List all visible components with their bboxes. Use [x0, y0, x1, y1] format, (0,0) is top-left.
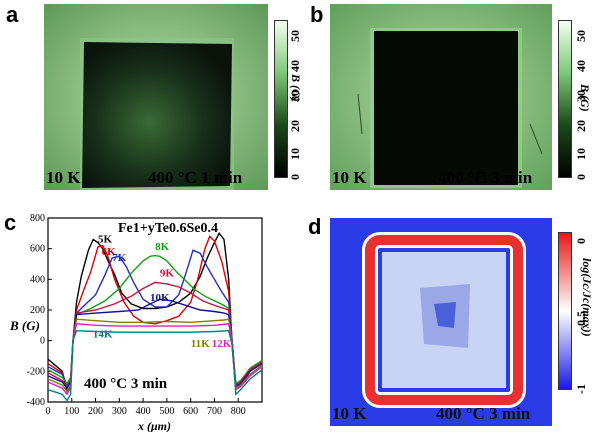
series-label-12K: 12K: [212, 338, 232, 350]
colorbar-b: [558, 20, 572, 178]
y-tick-label: -400: [27, 397, 45, 408]
y-tick-label: -200: [27, 366, 45, 377]
temp-label-d: 10 K: [332, 404, 367, 423]
series-label-11K: 11K: [191, 338, 210, 350]
colorbar-b-tick: 10: [574, 148, 588, 160]
y-tick-label: 800: [30, 213, 45, 224]
panel-a-image: 10 K 400 °C 1 min: [44, 4, 268, 190]
x-tick-label: 400: [136, 406, 151, 417]
temp-label-b: 10 K: [332, 168, 367, 187]
colorbar-b-tick: 50: [574, 30, 588, 42]
y-tick-label: 600: [30, 244, 45, 255]
series-line-14K: [47, 329, 263, 402]
panel-d-image: 10 K 400 °C 3 min: [330, 218, 552, 426]
y-axis-label: B (G): [9, 318, 40, 333]
series-label-14K: 14K: [93, 329, 113, 341]
series-label-8K: 8K: [155, 241, 170, 253]
series-label-6K: 6K: [102, 246, 117, 258]
colorbar-b-title: B (G): [578, 84, 592, 112]
colorbar-a-tick: 20: [288, 120, 302, 132]
y-tick-label: 0: [40, 336, 45, 347]
series-label-5K: 5K: [98, 234, 113, 246]
panel-c-chart: 0 100 200 300 400 500 600 700 800 -400 -200 0 200 400…: [9, 213, 263, 432]
colorbar-d-tick: -1: [574, 384, 588, 394]
x-tick-label: 600: [183, 406, 198, 417]
colorbar-b-tick: 40: [574, 60, 588, 72]
colorbar-a-tick: 50: [288, 30, 302, 42]
x-tick-label: 800: [231, 406, 246, 417]
condition-label-d: 400 °C 3 min: [436, 404, 531, 423]
mo-image-a: [44, 4, 268, 190]
panel-label-c: c: [4, 210, 17, 235]
panel-label-b: b: [310, 2, 324, 27]
y-tick-label: 400: [30, 274, 45, 285]
series-line-5K: [47, 232, 263, 393]
panel-label-a: a: [6, 2, 19, 27]
colorbar-a-tick: 0: [288, 174, 302, 180]
colorbar-d-tick: 0: [574, 238, 588, 244]
mo-image-b: [330, 4, 552, 190]
colorbar-b-tick: 20: [574, 120, 588, 132]
x-tick-label: 0: [46, 406, 51, 417]
panel-b-image: 10 K 400 °C 3 min: [330, 4, 552, 190]
chart-annotation: 400 °C 3 min: [84, 376, 168, 392]
x-tick-label: 100: [64, 406, 79, 417]
jc-map-d: [330, 218, 552, 426]
colorbar-a-tick: 10: [288, 148, 302, 160]
colorbar-d: [558, 232, 572, 390]
y-tick-label: 200: [30, 305, 45, 316]
series-label-9K: 9K: [160, 267, 175, 279]
condition-label-b: 400 °C 3 min: [438, 168, 533, 187]
x-tick-label: 700: [207, 406, 222, 417]
x-tick-label: 500: [159, 406, 174, 417]
series-label-7K: 7K: [112, 252, 127, 264]
panel-label-d: d: [308, 214, 322, 239]
colorbar-a: [274, 20, 288, 178]
x-tick-label: 300: [112, 406, 127, 417]
temp-label-a: 10 K: [46, 168, 81, 187]
colorbar-a-tick: 40: [288, 60, 302, 72]
series-line-12K: [47, 323, 263, 396]
x-tick-label: 200: [88, 406, 103, 417]
condition-label-a: 400 °C 1 min: [148, 168, 243, 187]
colorbar-b-tick: 0: [574, 174, 588, 180]
x-axis-label: x (μm): [137, 419, 171, 432]
series-label-10K: 10K: [150, 292, 170, 304]
colorbar-d-title: log(Jc/Jc(max)): [580, 258, 594, 337]
colorbar-a-title: B (G): [289, 74, 303, 102]
chart-title: Fe1+yTe0.6Se0.4: [118, 221, 218, 236]
